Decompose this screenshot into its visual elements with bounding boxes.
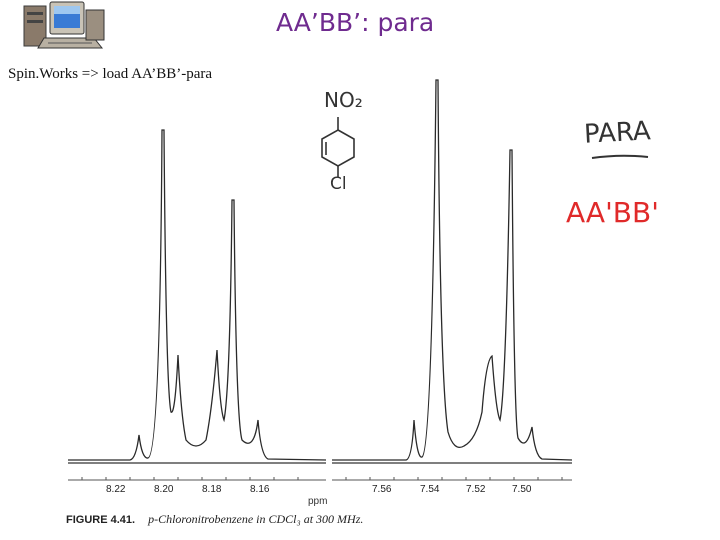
chloronitrobenzene-structure [321, 117, 355, 177]
tick-label: 7.54 [420, 484, 440, 495]
tick-label: 7.56 [372, 484, 392, 495]
tick-label: 8.22 [106, 484, 126, 495]
aa-bb-note: AA'BB' [566, 196, 659, 229]
para-underline [591, 154, 649, 159]
tick-label: 8.20 [154, 484, 174, 495]
right-multiplet-trace [332, 79, 573, 461]
structure-top-label: NO₂ [324, 88, 363, 112]
figure-label: FIGURE 4.41. [66, 514, 136, 526]
tick-label: 7.50 [512, 484, 532, 495]
figure-description: p-Chloronitrobenzene in CDCl₃ at 300 MHz… [148, 512, 364, 526]
tick-label: 7.52 [466, 484, 486, 495]
para-note: PARA [583, 116, 652, 150]
slide-title: AA’BB’: para [276, 8, 435, 37]
nmr-spectrum [68, 79, 573, 481]
structure-bottom-label: Cl [330, 174, 347, 194]
left-multiplet-trace [68, 129, 327, 461]
axis-unit-label: ppm [308, 496, 328, 507]
tick-label: 8.16 [250, 484, 270, 495]
desktop-computer-icon [23, 1, 105, 49]
slide-subtitle: Spin.Works => load AA’BB’-para [8, 66, 213, 82]
figure-caption: FIGURE 4.41. p-Chloronitrobenzene in CDC… [66, 512, 363, 527]
tick-label: 8.18 [202, 484, 222, 495]
